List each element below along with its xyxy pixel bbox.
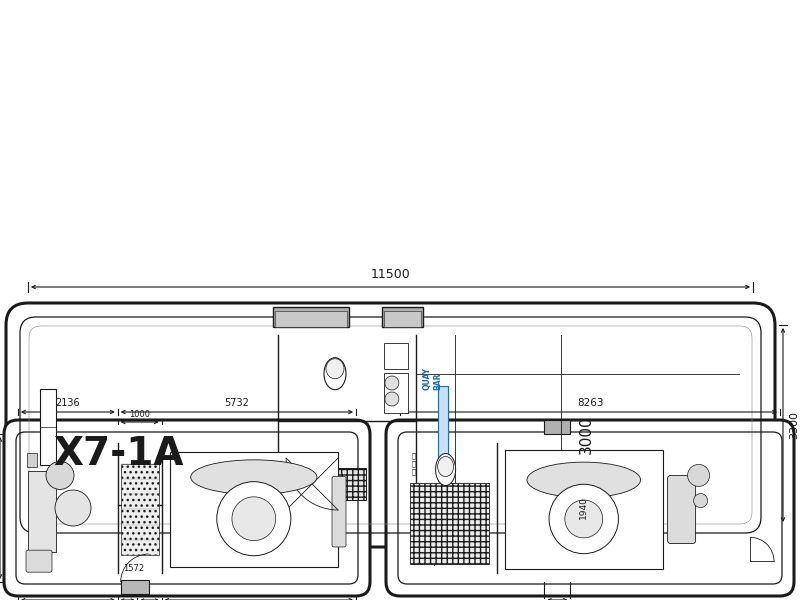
Bar bbox=[290, 525, 326, 541]
Circle shape bbox=[694, 494, 707, 508]
Text: 1940: 1940 bbox=[579, 496, 588, 518]
Bar bbox=[28, 471, 56, 553]
FancyBboxPatch shape bbox=[386, 420, 794, 596]
FancyBboxPatch shape bbox=[6, 303, 775, 547]
Bar bbox=[121, 464, 158, 556]
FancyBboxPatch shape bbox=[332, 476, 346, 547]
Circle shape bbox=[217, 482, 291, 556]
Ellipse shape bbox=[326, 359, 344, 379]
Circle shape bbox=[55, 490, 91, 526]
Circle shape bbox=[46, 461, 74, 490]
Bar bbox=[275, 311, 347, 327]
Text: 3300: 3300 bbox=[789, 411, 799, 439]
Bar bbox=[410, 483, 489, 564]
Text: 1572: 1572 bbox=[122, 564, 144, 573]
Text: QUAY
BAR: QUAY BAR bbox=[423, 367, 442, 389]
Bar bbox=[544, 420, 570, 434]
Bar bbox=[382, 307, 423, 327]
Bar bbox=[384, 343, 408, 369]
Ellipse shape bbox=[436, 454, 456, 485]
Text: 8263: 8263 bbox=[577, 398, 603, 408]
Circle shape bbox=[549, 484, 618, 554]
Text: 2136: 2136 bbox=[55, 398, 80, 408]
Text: 1000: 1000 bbox=[438, 534, 448, 560]
Bar bbox=[384, 311, 422, 327]
Circle shape bbox=[687, 464, 710, 487]
Bar bbox=[384, 373, 408, 413]
Text: 3000: 3000 bbox=[578, 416, 594, 454]
Circle shape bbox=[565, 500, 602, 538]
Ellipse shape bbox=[324, 358, 346, 390]
Text: 11500: 11500 bbox=[370, 268, 410, 281]
Text: 电
暖
炉: 电 暖 炉 bbox=[412, 452, 416, 475]
Bar bbox=[438, 386, 448, 481]
Bar bbox=[121, 580, 149, 594]
Ellipse shape bbox=[190, 460, 317, 494]
Bar bbox=[288, 523, 328, 543]
Ellipse shape bbox=[527, 462, 641, 497]
FancyBboxPatch shape bbox=[4, 420, 370, 596]
FancyBboxPatch shape bbox=[26, 550, 52, 572]
Ellipse shape bbox=[438, 457, 454, 476]
Bar bbox=[273, 307, 349, 327]
Circle shape bbox=[232, 497, 276, 541]
Bar bbox=[505, 450, 662, 569]
Bar bbox=[282, 469, 366, 500]
Circle shape bbox=[385, 392, 399, 406]
FancyBboxPatch shape bbox=[667, 475, 695, 544]
Bar bbox=[27, 452, 37, 467]
Bar bbox=[286, 458, 338, 510]
Bar bbox=[40, 389, 56, 465]
Circle shape bbox=[385, 376, 399, 390]
Bar bbox=[170, 452, 338, 567]
Text: 1000: 1000 bbox=[129, 410, 150, 419]
Text: 5732: 5732 bbox=[225, 398, 250, 408]
Text: X7-1A: X7-1A bbox=[53, 435, 183, 473]
